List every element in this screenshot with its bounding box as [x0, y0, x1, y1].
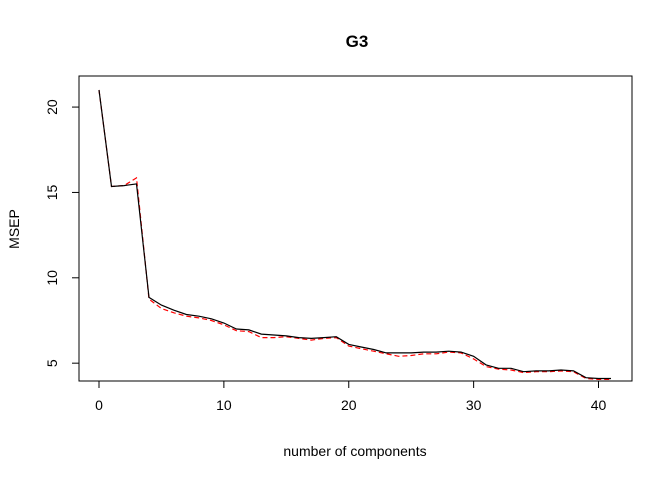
plot-area-frame	[78, 75, 633, 382]
y-tick-label: 15	[44, 184, 60, 200]
y-tick-label: 20	[44, 99, 60, 115]
x-axis-label: number of components	[283, 443, 426, 459]
x-tick-label: 0	[95, 397, 103, 413]
y-tick-label: 5	[44, 359, 60, 367]
x-tick-label: 40	[591, 397, 607, 413]
y-axis-label: MSEP	[6, 209, 22, 249]
x-tick-label: 10	[216, 397, 232, 413]
series-line-solid	[98, 89, 611, 380]
series-line-dashed	[98, 89, 611, 380]
x-tick-label: 30	[466, 397, 482, 413]
x-tick-label: 20	[341, 397, 357, 413]
chart-title: G3	[346, 32, 369, 51]
series-layer	[98, 89, 611, 380]
y-tick-label: 10	[44, 270, 60, 286]
y-axis: 5 10 15 20	[44, 99, 80, 367]
x-axis: 0 10 20 30 40	[95, 380, 607, 413]
